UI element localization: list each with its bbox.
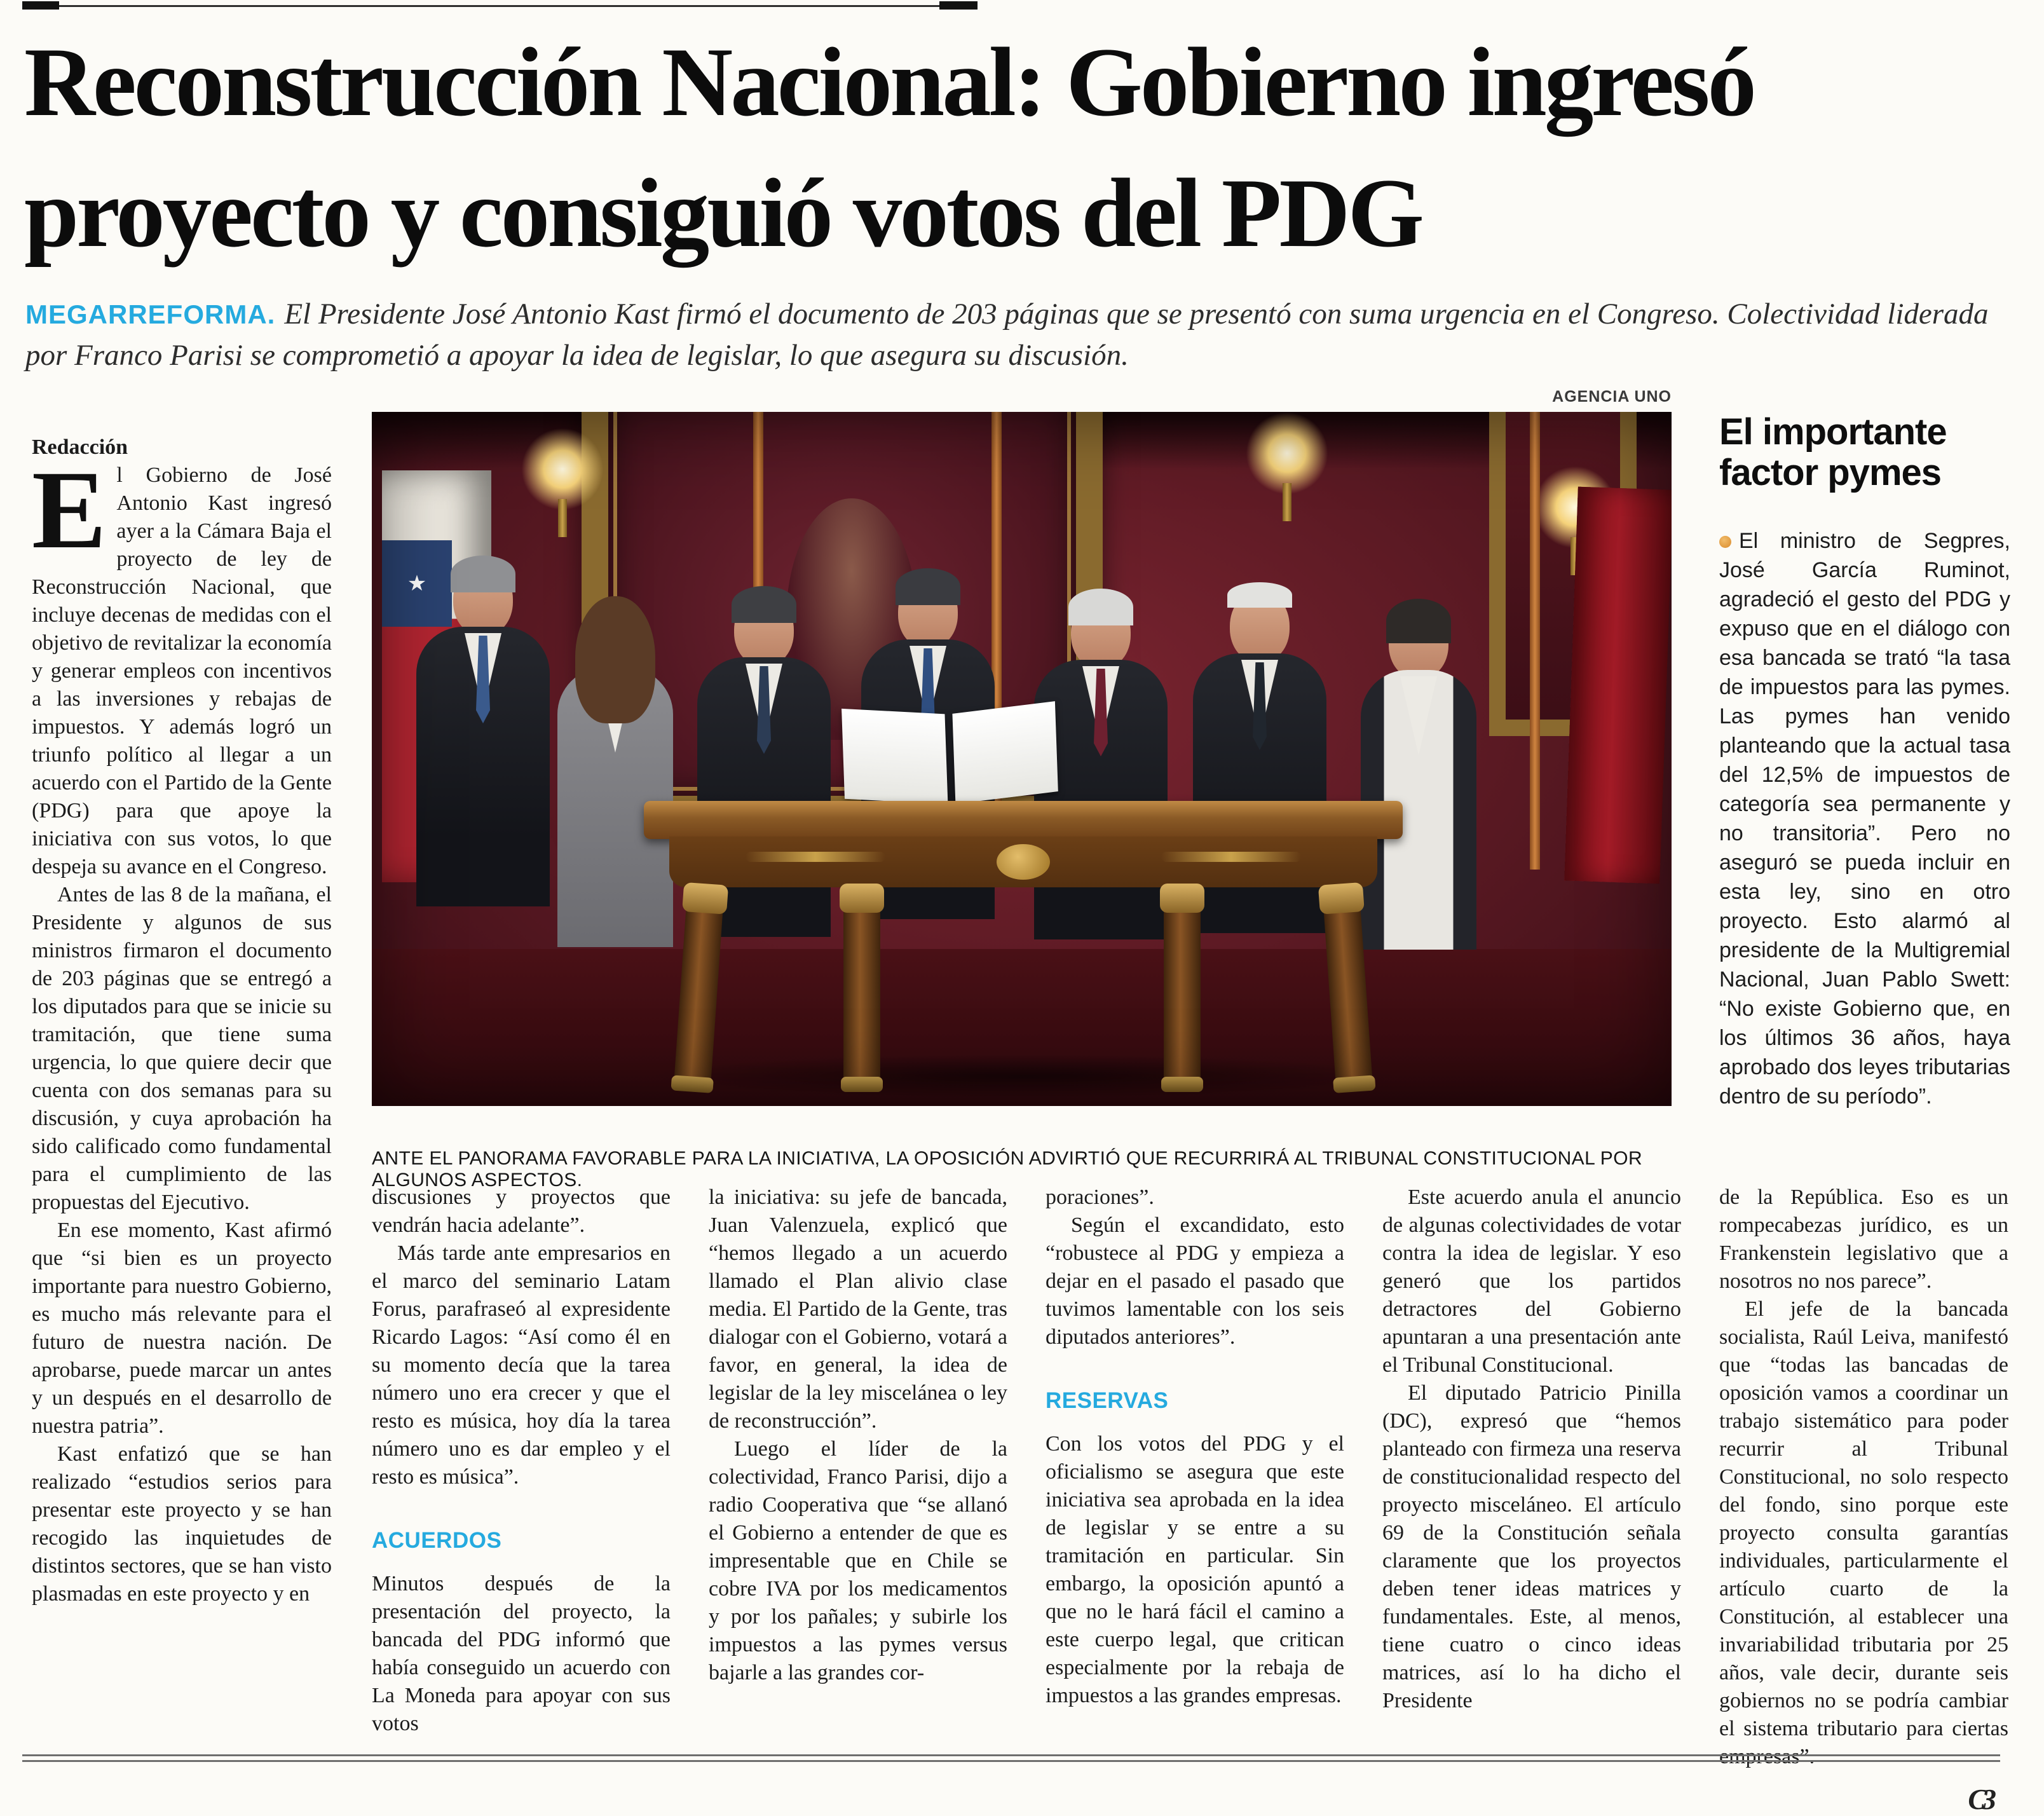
sidebar-title: El importante factor pymes	[1719, 411, 1947, 493]
paragraph: de la República. Eso es un rompecabezas …	[1719, 1185, 2008, 1293]
photo-table-leg	[1321, 882, 1373, 1089]
sidebar-factor-pymes: El importante factor pymes El ministro d…	[1719, 412, 2010, 1111]
standfirst-text: El Presidente José Antonio Kast firmó el…	[25, 297, 1989, 372]
bullet-icon	[1719, 536, 1731, 548]
photo-table-top	[644, 801, 1403, 839]
print-mark-line	[22, 5, 976, 7]
photo-red-flag	[1564, 486, 1672, 884]
section-subhead-acuerdos: ACUERDOS	[372, 1528, 502, 1553]
photo-table-leg	[1160, 884, 1204, 1092]
article-column-4: poraciones”. Según el excandidato, esto …	[1046, 1184, 1344, 1710]
paragraph: Con los votos del PDG y el oficialismo s…	[1046, 1432, 1344, 1707]
photo-floor	[372, 949, 1672, 1106]
photo-wall-lamp	[521, 428, 604, 537]
photo-person-president	[861, 568, 995, 919]
article-end-mark: C3	[1968, 1783, 1996, 1815]
article-column-2: discusiones y proyectos que vendrán haci…	[372, 1184, 671, 1738]
article-column-6: de la República. Eso es un rompecabezas …	[1719, 1184, 2008, 1816]
paragraph: En ese momento, Kast afirmó que “si bien…	[32, 1219, 332, 1438]
photo-person	[1193, 582, 1326, 933]
photo-chile-flag: ★	[382, 470, 491, 882]
paragraph: Este acuerdo anula el anuncio de algunas…	[1382, 1185, 1681, 1377]
photo-gilded-mirror	[1489, 412, 1637, 736]
news-photo: ★	[372, 412, 1672, 1106]
photo-caption: ANTE EL PANORAMA FAVORABLE PARA LA INICI…	[372, 1148, 1643, 1191]
photo-flag-pole	[991, 412, 1002, 870]
paragraph: Más tarde ante empresarios en el marco d…	[372, 1241, 671, 1489]
bottom-double-rule	[22, 1754, 2000, 1762]
paragraph: Minutos después de la presentación del p…	[372, 1572, 671, 1735]
sidebar-paragraph: El ministro de Segpres, José García Rumi…	[1719, 526, 2010, 1111]
paragraph: poraciones”.	[1046, 1185, 1154, 1209]
sidebar-text: El ministro de Segpres, José García Rumi…	[1719, 529, 2010, 1109]
paragraph: Kast enfatizó que se han realizado “estu…	[32, 1442, 332, 1606]
paragraph: discusiones y proyectos que vendrán haci…	[372, 1185, 671, 1237]
page-title: Reconstrucción Nacional: Gobierno ingres…	[24, 27, 1757, 268]
print-mark-tick	[22, 1, 59, 10]
photo-table-leg	[840, 884, 884, 1092]
photo-person	[697, 586, 831, 937]
paragraph: Según el excandidato, esto “robustece al…	[1046, 1213, 1344, 1349]
paragraph: Antes de las 8 de la mañana, el Presiden…	[32, 883, 332, 1214]
photo-table-apron	[669, 836, 1377, 887]
photo-person	[1034, 589, 1168, 939]
photo-table-shadow	[645, 1054, 1401, 1098]
photo-person	[1361, 599, 1476, 950]
photo-painting-figure	[786, 498, 917, 740]
paragraph: El jefe de la bancada socialista, Raúl L…	[1719, 1297, 2008, 1768]
kicker-label: MEGARREFORMA.	[25, 299, 276, 329]
standfirst: MEGARREFORMA. El Presidente José Antonio …	[25, 294, 2008, 376]
photo-wall-lamp	[1534, 466, 1616, 575]
print-mark-tick	[939, 1, 978, 10]
photo-flag-pole	[1530, 412, 1540, 870]
photo-ceiling-shadow	[372, 412, 1672, 469]
photo-person	[557, 596, 673, 947]
photo-table-medallion	[997, 844, 1050, 880]
photo-table-leg	[673, 882, 725, 1089]
paragraph: la iniciativa: su jefe de bancada, Juan …	[709, 1185, 1007, 1433]
byline: Redacción	[32, 435, 128, 459]
photo-flag-pole	[753, 412, 763, 870]
paragraph: Luego el líder de la colectividad, Franc…	[709, 1437, 1007, 1684]
photo-flag-star: ★	[382, 540, 453, 627]
photo-credit: AGENCIA UNO	[1552, 388, 1672, 406]
article-column-3: la iniciativa: su jefe de bancada, Juan …	[709, 1184, 1007, 1687]
photo-wall-lamp	[1246, 412, 1328, 521]
photo-person	[416, 556, 550, 906]
drop-cap: E	[32, 448, 107, 572]
article-column-5: Este acuerdo anula el anuncio de algunas…	[1382, 1184, 1681, 1715]
paragraph: El diputado Patricio Pinilla (DC), expre…	[1382, 1381, 1681, 1712]
section-subhead-reservas: RESERVAS	[1046, 1388, 1169, 1413]
photo-signed-document	[841, 701, 1058, 815]
photo-gilded-painting	[582, 412, 1103, 823]
